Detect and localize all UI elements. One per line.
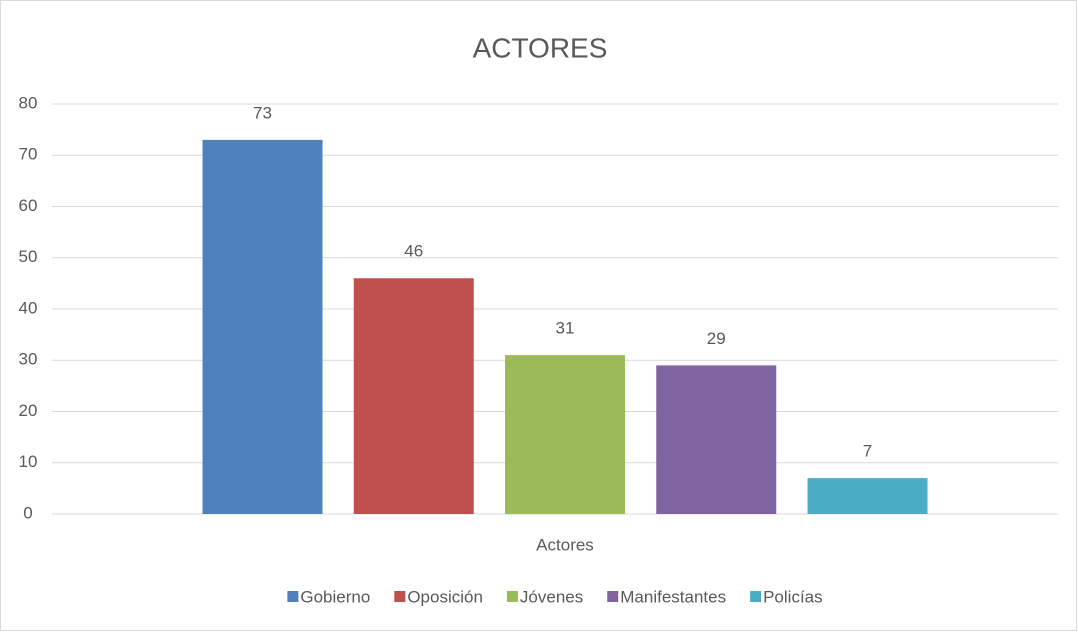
legend-swatch [506,591,518,602]
y-tick-label: 50 [19,247,38,266]
legend-swatch [287,591,299,602]
y-tick-label: 0 [23,503,32,522]
data-label: 29 [707,329,726,348]
chart-title: ACTORES [473,32,608,63]
bar [807,478,928,514]
legend-swatch [750,591,762,602]
bar [505,355,625,514]
data-label: 31 [556,319,575,338]
y-tick-label: 40 [19,298,38,317]
legend-label: Oposición [407,587,483,606]
legend-swatch [607,591,619,602]
bar [656,365,777,514]
x-tick-label: Actores [536,535,594,554]
legend-label: Gobierno [300,587,370,606]
data-label: 73 [253,103,272,122]
y-tick-label: 30 [19,350,38,369]
legend-label: Policías [763,587,823,606]
bar [202,139,323,514]
data-label: 7 [863,442,872,461]
y-tick-label: 60 [19,196,38,215]
legend-swatch [394,591,406,602]
y-tick-label: 80 [19,93,38,112]
legend-label: Manifestantes [620,587,726,606]
legend-label: Jóvenes [520,587,583,606]
y-tick-label: 10 [19,452,38,471]
bar [353,278,474,514]
y-tick-label: 20 [19,401,38,420]
y-tick-label: 70 [19,145,38,164]
data-label: 46 [404,242,423,261]
